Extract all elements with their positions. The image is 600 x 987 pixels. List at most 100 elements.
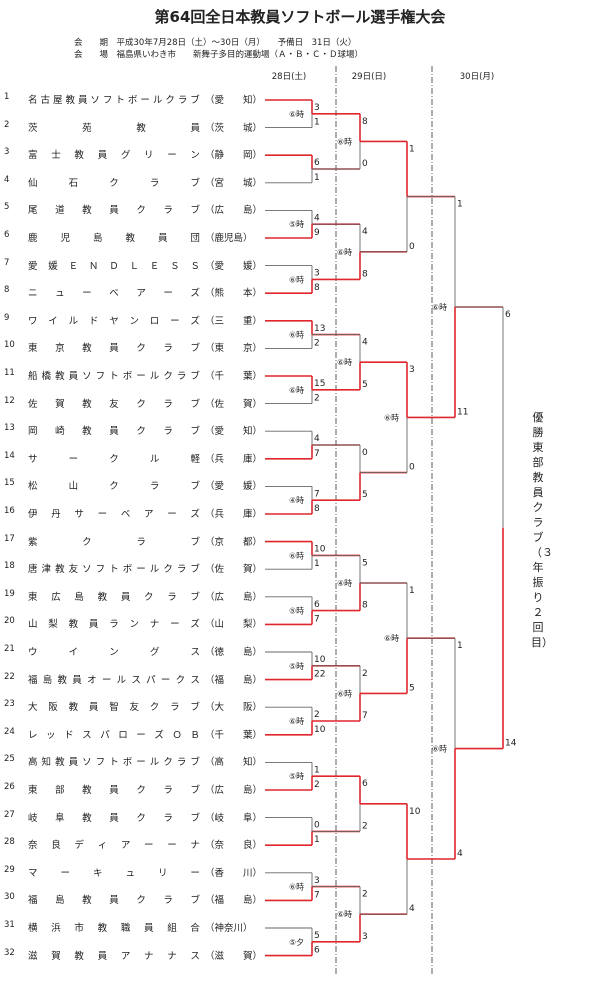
team-row: 6 鹿児島教員団 （鹿児島） — [0, 230, 268, 244]
match-score-bottom: 2 — [314, 338, 320, 348]
team-name: 唐津教友ソフトボールクラブ — [28, 564, 200, 576]
team-row: 18 唐津教友ソフトボールクラブ （佐 賀） — [0, 561, 268, 575]
match-time-label: ⑥時 — [337, 137, 352, 146]
team-number: 2 — [4, 119, 10, 130]
team-row: 31 横浜市教職員組合 （神奈川） — [0, 920, 268, 934]
team-name: 福島教員クラブ — [28, 895, 200, 907]
match-score-top: 4 — [314, 213, 320, 223]
match-score-top: 0 — [314, 821, 320, 831]
day-header-2: 29日(日) — [351, 72, 387, 82]
team-number: 5 — [4, 202, 10, 213]
team-prefecture: （愛 知） — [205, 426, 263, 438]
team-row: 26 東部教員クラブ （広 島） — [0, 782, 268, 796]
venue-info: 会 場 福島県いわき市 新舞子多目的運動場（Ａ・Ｂ・Ｃ・Ｄ球場） — [74, 50, 364, 60]
team-prefecture: （京 都） — [205, 536, 263, 548]
team-prefecture: （愛 媛） — [205, 481, 263, 493]
match-score-bottom: 5 — [362, 380, 368, 390]
team-row: 24 レッドスパローズ Ｏ Ｂ （千 葉） — [0, 727, 268, 741]
team-number: 13 — [4, 423, 15, 434]
team-name: 船橋教員ソフトボールクラブ — [28, 371, 200, 382]
match-score-top: 5 — [314, 931, 320, 941]
team-prefecture: （愛 知） — [205, 95, 263, 106]
team-name: マーキュリー — [28, 867, 200, 879]
match-score-bottom: 2 — [362, 821, 368, 831]
team-prefecture: （香 川） — [205, 867, 263, 879]
match-time-label: ⑥時 — [289, 386, 304, 395]
match-score-top: 6 — [314, 158, 320, 168]
team-number: 29 — [4, 864, 15, 875]
team-name: 岡崎教員クラブ — [28, 426, 200, 438]
match-score-top: 2 — [362, 890, 368, 900]
team-number: 12 — [4, 395, 15, 406]
team-name: 奈良ディアーーナ — [28, 840, 200, 852]
match-score-bottom: 14 — [505, 739, 517, 749]
match-score-bottom: 1 — [314, 835, 320, 845]
match-time-label: ⑥時 — [289, 551, 304, 560]
team-prefecture: （岐 阜） — [205, 812, 263, 824]
team-number: 1 — [4, 92, 10, 102]
match-score-bottom: 1 — [314, 559, 320, 569]
team-number: 10 — [4, 340, 15, 351]
match-time-label: ⑥時 — [337, 689, 352, 698]
team-row: 20 山梨教員ランナーズ （山 梨） — [0, 616, 268, 630]
team-prefecture: （滋 賀） — [205, 950, 263, 962]
match-score-bottom: 22 — [314, 670, 325, 680]
match-score-bottom: 5 — [362, 490, 368, 500]
team-name: 佐賀教友クラブ — [28, 398, 200, 410]
match-score-top: 4 — [314, 434, 320, 444]
team-row: 30 福島教員クラブ （福 島） — [0, 892, 268, 906]
match-time-label: ⑤時 — [289, 772, 304, 781]
team-prefecture: （佐 賀） — [205, 564, 263, 576]
team-name: 茨苑教員 — [28, 122, 200, 134]
team-row: 4 仙石クラブ （宮 城） — [0, 175, 268, 189]
team-prefecture: （広 島） — [205, 785, 263, 796]
match-time-label: ⑥時 — [384, 413, 399, 422]
team-row: 13 岡崎教員クラブ （愛 知） — [0, 423, 268, 437]
match-score-top: 0 — [362, 448, 368, 458]
team-row: 11 船橋教員ソフトボールクラブ （千 葉） — [0, 368, 268, 382]
team-name: 福島教員オールスパークス — [28, 674, 200, 686]
team-prefecture: （千 葉） — [205, 371, 263, 382]
team-number: 22 — [4, 671, 15, 682]
match-score-bottom: 4 — [409, 904, 415, 914]
team-prefecture: （奈 良） — [205, 840, 263, 852]
team-prefecture: （熊 本） — [205, 288, 263, 300]
team-name: 松山クラブ — [28, 481, 200, 493]
team-prefecture: （神奈川） — [205, 923, 253, 934]
team-number: 15 — [4, 478, 15, 489]
team-row: 2 茨苑教員 （茨 城） — [0, 120, 268, 134]
match-time-label: ⑥時 — [289, 275, 304, 284]
team-name: 尾道教員クラブ — [28, 205, 200, 217]
team-name: 名古屋教員ソフトボールクラブ — [28, 95, 200, 106]
team-row: 32 滋賀教員アナナス （滋 賀） — [0, 948, 268, 962]
team-prefecture: （宮 城） — [205, 177, 263, 189]
team-number: 26 — [4, 782, 15, 792]
team-name: ニューベアーズ — [28, 288, 200, 300]
team-name: 横浜市教職員組合 — [28, 923, 200, 934]
team-row: 17 紫クラブ （京 都） — [0, 534, 268, 548]
team-number: 16 — [4, 506, 15, 516]
team-number: 27 — [4, 809, 15, 820]
team-name: 滋賀教員アナナス — [28, 950, 200, 962]
match-score-bottom: 6 — [314, 946, 320, 956]
team-number: 32 — [4, 947, 15, 958]
team-prefecture: （広 島） — [205, 205, 263, 217]
match-time-label: ⑥時 — [432, 745, 447, 754]
team-number: 18 — [4, 561, 15, 572]
team-name: ワイルドヤンローズ — [28, 315, 200, 327]
match-score-top: 4 — [362, 338, 368, 348]
team-row: 12 佐賀教友クラブ （佐 賀） — [0, 396, 268, 410]
match-score-bottom: 8 — [362, 601, 368, 611]
team-row: 14 サークル軽 （兵 庫） — [0, 451, 268, 465]
match-score-bottom: 8 — [362, 269, 368, 279]
team-row: 27 岐阜教員クラブ （岐 阜） — [0, 810, 268, 824]
team-number: 7 — [4, 257, 10, 268]
team-name: 東広島教員クラブ — [28, 591, 200, 603]
team-prefecture: （兵 庫） — [205, 509, 263, 520]
match-score-top: 3 — [409, 365, 415, 375]
team-prefecture: （静 岡） — [205, 150, 263, 162]
match-score-top: 4 — [362, 227, 368, 237]
match-score-top: 1 — [457, 200, 463, 210]
